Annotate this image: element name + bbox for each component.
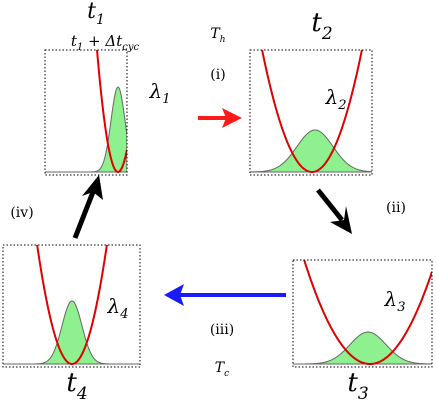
distribution (250, 129, 372, 173)
label-text: + Δt (83, 32, 123, 50)
label-subscript: cyc (122, 42, 139, 53)
label: λ1 (149, 79, 171, 108)
label-subscript: 3 (397, 300, 405, 315)
potential (261, 50, 363, 174)
arrow-head (330, 206, 352, 234)
label: (ii) (386, 200, 406, 216)
arrow-head (222, 108, 242, 128)
panel (3, 245, 140, 366)
panel-frame (249, 49, 373, 176)
label-text: t (311, 8, 322, 38)
label: (iv) (10, 205, 33, 221)
label-subscript: 2 (321, 24, 333, 44)
label-text: t (87, 0, 96, 24)
arrows (72, 108, 352, 306)
label-text: t (71, 32, 78, 50)
label: t1 (87, 0, 105, 28)
potential (36, 245, 108, 366)
label: t4 (66, 368, 87, 404)
potential (96, 50, 127, 174)
label-text: (iv) (10, 205, 33, 221)
label: (iii) (210, 322, 234, 338)
label: t1 + Δtcyc (71, 32, 140, 53)
label-text: λ (384, 287, 398, 311)
label-subscript: 2 (337, 98, 346, 113)
arrow-head (164, 284, 184, 306)
label: Tc (215, 360, 229, 379)
distribution (293, 331, 432, 365)
label-subscript: 1 (96, 12, 105, 28)
label-text: T (215, 360, 226, 376)
arrow-ii (316, 188, 344, 222)
label-subscript: 1 (162, 92, 170, 107)
arrow-head (82, 175, 103, 200)
panel-frame (292, 259, 433, 368)
panel-frame (44, 49, 128, 176)
arrow-iv (72, 191, 96, 239)
label-subscript: h (220, 35, 226, 45)
distribution (45, 86, 127, 173)
label-text: T (210, 26, 221, 42)
label: t3 (347, 368, 368, 404)
panels (2, 49, 433, 368)
label-text: t (347, 368, 358, 398)
distribution (3, 300, 140, 365)
potential (303, 260, 432, 366)
label: (i) (210, 67, 225, 83)
label-text: (ii) (386, 200, 406, 216)
label-subscript: 1 (77, 42, 83, 53)
label-subscript: c (224, 369, 229, 379)
label-text: (iii) (210, 322, 234, 338)
label-subscript: 4 (76, 384, 88, 404)
label-text: t (66, 368, 77, 398)
label-text: λ (107, 294, 121, 318)
panel (250, 50, 372, 174)
label-subscript: 3 (358, 384, 369, 404)
label: λ3 (384, 287, 406, 316)
label: λ4 (107, 294, 129, 323)
label: t2 (311, 8, 332, 44)
panel (293, 260, 432, 366)
label-text: λ (325, 85, 339, 109)
panel (45, 50, 127, 174)
label: λ2 (325, 85, 347, 114)
label-text: λ (149, 79, 163, 103)
label: Th (210, 26, 225, 45)
label-subscript: 4 (119, 307, 128, 322)
label-text: (i) (210, 67, 225, 83)
